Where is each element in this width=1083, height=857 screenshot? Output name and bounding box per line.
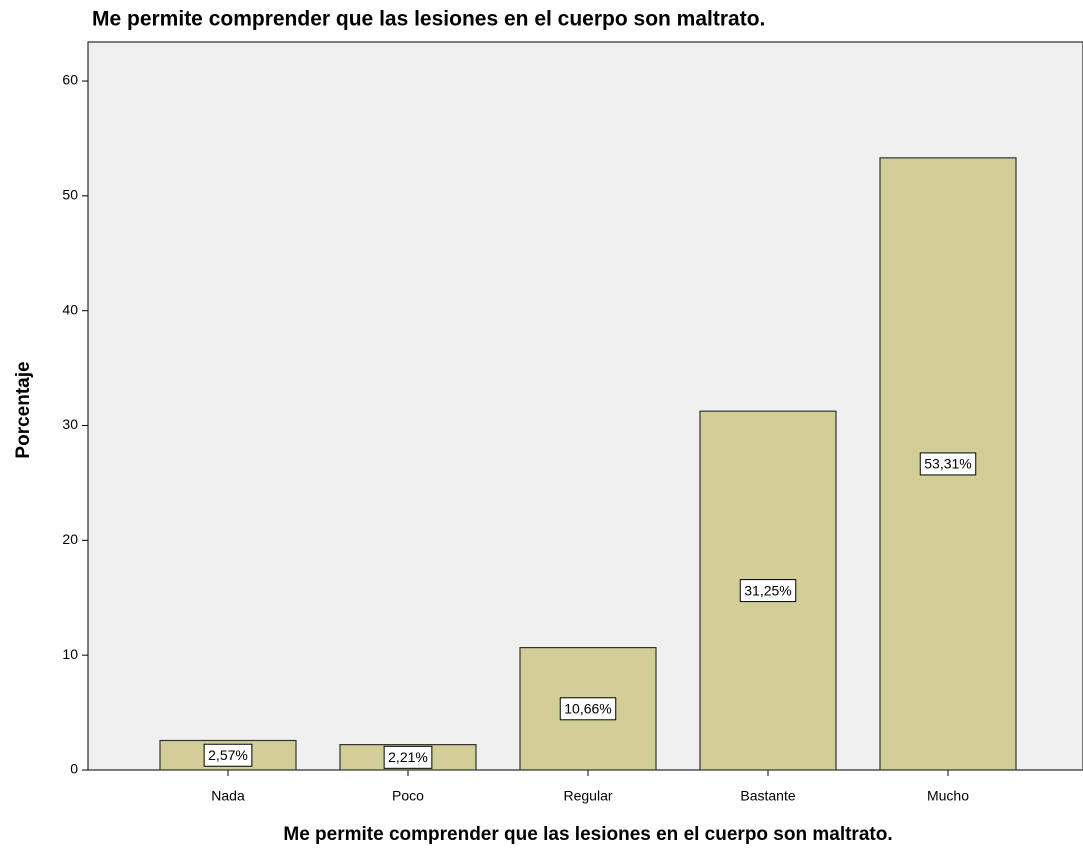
value-label: 53,31% bbox=[924, 456, 971, 472]
y-tick-label: 10 bbox=[62, 646, 78, 662]
y-tick-label: 30 bbox=[62, 416, 78, 432]
value-label-box bbox=[919, 452, 977, 476]
y-tick-label: 60 bbox=[62, 72, 78, 88]
value-label: 2,57% bbox=[208, 747, 248, 763]
x-tick-label: Nada bbox=[211, 788, 245, 804]
y-tick-label: 50 bbox=[62, 187, 78, 203]
x-tick-label: Bastante bbox=[740, 788, 795, 804]
value-label-box bbox=[203, 743, 253, 767]
y-axis-title: Porcentaje bbox=[13, 361, 34, 458]
value-label: 2,21% bbox=[388, 749, 428, 765]
value-label-box bbox=[383, 745, 433, 769]
x-tick-label: Mucho bbox=[927, 788, 969, 804]
x-tick-label: Regular bbox=[563, 788, 612, 804]
value-label: 31,25% bbox=[744, 582, 791, 598]
y-tick-label: 0 bbox=[70, 761, 78, 777]
x-tick-label: Poco bbox=[392, 788, 424, 804]
value-label: 10,66% bbox=[564, 701, 611, 717]
y-tick-label: 20 bbox=[62, 531, 78, 547]
value-label-box bbox=[739, 579, 797, 603]
x-axis-title: Me permite comprender que las lesiones e… bbox=[283, 824, 892, 845]
chart-title: Me permite comprender que las lesiones e… bbox=[92, 8, 765, 31]
value-label-box bbox=[559, 697, 617, 721]
y-tick-label: 40 bbox=[62, 301, 78, 317]
